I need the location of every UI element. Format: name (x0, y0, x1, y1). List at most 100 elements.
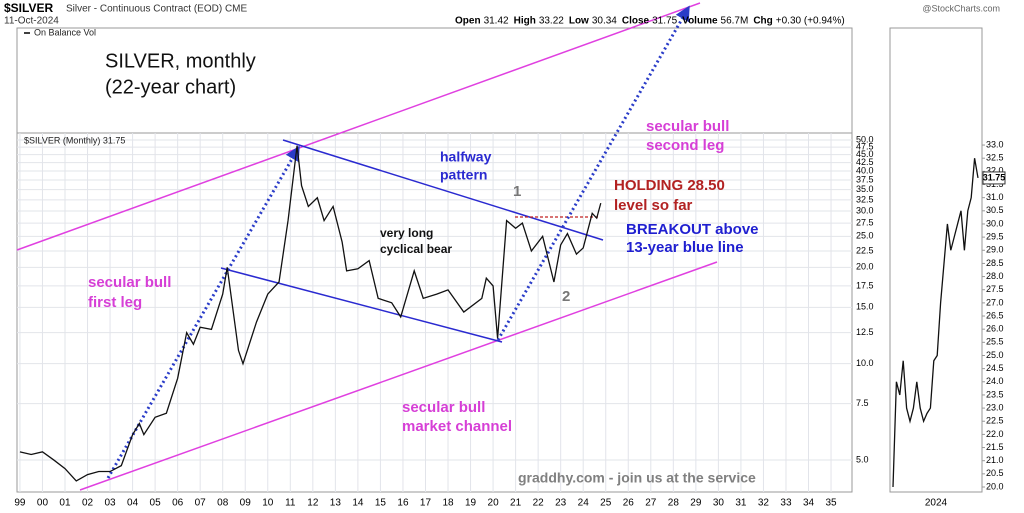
quote-label: Volume (682, 16, 718, 27)
x-tick-label: 10 (262, 498, 274, 509)
y-tick-label: 25.0 (986, 350, 1004, 360)
drawings (16, 2, 718, 491)
y-tick-label: 20.0 (986, 481, 1004, 491)
y-tick-label: 29.5 (986, 231, 1004, 241)
price-line (19, 145, 602, 482)
x-tick-label: 27 (645, 498, 657, 509)
quote-value: 31.42 (484, 16, 509, 27)
channel-upper (16, 2, 701, 251)
indicator-label: On Balance Vol (34, 27, 96, 37)
annotation: second leg (646, 137, 724, 154)
annotation: secular bull (88, 274, 171, 291)
x-tick-label: 13 (330, 498, 342, 509)
x-tick-label: 03 (104, 498, 116, 509)
quote-value: 31.75 (652, 16, 677, 27)
quote-label: Close (622, 16, 650, 27)
x-tick-label: 31 (735, 498, 747, 509)
y-tick-label: 10.0 (856, 358, 874, 368)
x-tick-label: 2024 (925, 498, 948, 509)
x-tick-label: 05 (150, 498, 162, 509)
last-price-label: 31.75 (983, 172, 1006, 182)
panel-label: $SILVER (Monthly) 31.75 (24, 135, 125, 145)
quote-value: 30.34 (592, 16, 617, 27)
x-tick-label: 22 (533, 498, 545, 509)
y-tick-label: 24.0 (986, 376, 1004, 386)
x-tick-label: 02 (82, 498, 94, 509)
y-tick-label: 32.5 (856, 194, 874, 204)
pattern-upper (282, 139, 604, 241)
x-tick-label: 12 (307, 498, 319, 509)
y-tick-label: 5.0 (856, 454, 869, 464)
instrument-name: Silver - Continuous Contract (EOD) CME (66, 4, 247, 15)
y-tick-label: 24.5 (986, 363, 1004, 373)
y-tick-label: 30.5 (986, 205, 1004, 215)
y-tick-label: 23.5 (986, 389, 1004, 399)
x-tick-label: 34 (803, 498, 815, 509)
annotation: first leg (88, 294, 142, 311)
annotation: secular bull (646, 118, 729, 135)
y-tick-label: 12.5 (856, 327, 874, 337)
quote-label: Low (569, 16, 589, 27)
y-tick-label: 7.5 (856, 398, 869, 408)
y-tick-label: 20.5 (986, 468, 1004, 478)
x-tick-label: 09 (240, 498, 252, 509)
x-tick-label: 32 (758, 498, 770, 509)
x-tick-label: 16 (397, 498, 409, 509)
y-tick-label: 27.5 (856, 217, 874, 227)
pattern-lower (220, 267, 503, 343)
annotation: 1 (513, 183, 521, 200)
y-tick-label: 28.5 (986, 258, 1004, 268)
y-tick-label: 29.0 (986, 245, 1004, 255)
price-line (892, 158, 979, 488)
side-panel (889, 27, 983, 493)
x-tick-label: 99 (14, 498, 26, 509)
x-tick-label: 35 (825, 498, 837, 509)
y-tick-label: 27.0 (986, 297, 1004, 307)
price-panel (16, 132, 853, 493)
y-tick-label: 22.5 (986, 416, 1004, 426)
y-tick-label: 32.0 (986, 166, 1004, 176)
annotation: BREAKOUT above (626, 221, 759, 238)
x-tick-label: 23 (555, 498, 567, 509)
y-tick-label: 32.5 (986, 153, 1004, 163)
y-tick-label: 15.0 (856, 302, 874, 312)
x-tick-label: 01 (59, 498, 71, 509)
y-tick-label: 22.0 (986, 429, 1004, 439)
annotation: market channel (402, 418, 512, 435)
y-tick-label: 30.0 (986, 218, 1004, 228)
y-tick-label: 33.0 (986, 139, 1004, 149)
quote-value: 56.7M (721, 16, 749, 27)
x-tick-label: 11 (285, 498, 296, 509)
y-tick-label: 26.0 (986, 324, 1004, 334)
annotation: level so far (614, 197, 693, 214)
x-tick-label: 29 (690, 498, 702, 509)
annotation: cyclical bear (380, 242, 452, 256)
y-tick-label: 23.0 (986, 402, 1004, 412)
x-tick-label: 28 (668, 498, 680, 509)
x-tick-label: 33 (780, 498, 792, 509)
y-tick-label: 21.5 (986, 442, 1004, 452)
x-tick-label: 17 (420, 498, 432, 509)
channel-lower (79, 261, 718, 491)
x-tick-label: 19 (465, 498, 477, 509)
y-tick-label: 30.0 (856, 205, 874, 215)
last-price-box (982, 171, 1006, 185)
y-tick-label: 27.5 (986, 284, 1004, 294)
x-tick-label: 25 (600, 498, 612, 509)
y-tick-label: 25.5 (986, 337, 1004, 347)
x-tick-label: 26 (623, 498, 635, 509)
annotation: 13-year blue line (626, 239, 744, 256)
y-tick-label: 22.5 (856, 245, 874, 255)
x-tick-label: 18 (442, 498, 454, 509)
quote-label: High (514, 16, 536, 27)
y-tick-label: 25.0 (856, 231, 874, 241)
x-tick-label: 06 (172, 498, 184, 509)
annotation: secular bull (402, 399, 485, 416)
source: @StockCharts.com (922, 3, 1000, 13)
x-tick-label: 04 (127, 498, 139, 509)
chart-subtitle: (22-year chart) (105, 76, 236, 98)
y-tick-label: 31.0 (986, 192, 1004, 202)
quote-label: Chg (753, 16, 772, 27)
x-tick-label: 15 (375, 498, 387, 509)
